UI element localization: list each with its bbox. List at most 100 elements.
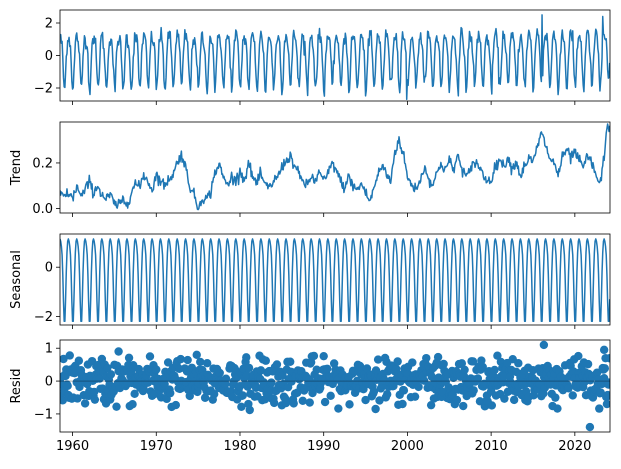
observed-y-tick-label: 0 xyxy=(45,49,53,64)
resid-frame xyxy=(59,339,611,433)
resid-point xyxy=(74,356,84,365)
resid-point xyxy=(95,374,104,383)
resid-point xyxy=(408,358,417,367)
resid-point xyxy=(433,352,443,362)
resid-point xyxy=(509,395,519,405)
resid-point xyxy=(574,351,583,361)
resid-point xyxy=(196,357,205,367)
trend-x-ticks xyxy=(72,213,576,217)
resid-point xyxy=(163,358,173,367)
resid-point xyxy=(382,390,392,399)
trend-y-tick-label: 0.0 xyxy=(32,202,53,217)
resid-point xyxy=(65,351,74,360)
resid-point xyxy=(145,352,155,361)
resid-point xyxy=(130,389,139,399)
resid-point xyxy=(203,358,212,368)
x-tick-label: 1990 xyxy=(307,439,340,454)
resid-point xyxy=(359,385,368,394)
seasonal-y-tick-label: 0 xyxy=(45,261,53,276)
observed-y-tick-label: −2 xyxy=(34,82,53,97)
resid-point xyxy=(460,365,469,375)
resid-point xyxy=(106,370,116,379)
x-tick-label: 1960 xyxy=(56,439,89,454)
resid-point xyxy=(176,354,185,364)
resid-point xyxy=(269,398,279,408)
resid-point xyxy=(493,351,502,360)
resid-point xyxy=(398,399,407,409)
resid-x-ticks: 1960 1970 1980 1990 2000 2010 2020 xyxy=(56,432,591,454)
resid-point xyxy=(322,364,332,373)
trend-y-ticks: 0.0 0.2 xyxy=(32,156,60,217)
resid-point xyxy=(603,390,610,400)
trend-y-tick-label: 0.2 xyxy=(32,156,53,171)
resid-point xyxy=(439,359,448,369)
resid-point xyxy=(361,395,370,405)
observed-x-ticks xyxy=(72,101,576,105)
resid-point xyxy=(487,401,497,410)
panel-trend: 0.0 0.2 Trend xyxy=(9,121,611,217)
resid-point xyxy=(414,382,423,392)
resid-point xyxy=(183,355,192,365)
seasonal-line xyxy=(60,238,610,323)
panel-observed: −2 0 2 xyxy=(34,9,611,105)
seasonal-x-ticks xyxy=(72,325,576,329)
resid-point xyxy=(171,400,180,410)
resid-point xyxy=(369,387,379,396)
resid-point xyxy=(272,360,282,369)
x-tick-label: 1980 xyxy=(223,439,256,454)
resid-point xyxy=(583,359,593,369)
resid-point xyxy=(90,395,100,404)
resid-point xyxy=(309,351,319,361)
x-tick-label: 2020 xyxy=(558,439,591,454)
resid-point xyxy=(375,396,384,405)
resid-point xyxy=(286,357,295,366)
observed-line xyxy=(60,14,610,101)
resid-point xyxy=(304,375,314,384)
resid-point xyxy=(200,393,210,402)
resid-point xyxy=(209,389,219,399)
resid-point xyxy=(600,364,610,373)
resid-point xyxy=(410,392,420,401)
resid-point xyxy=(152,365,161,374)
resid-point xyxy=(114,347,123,356)
trend-ylabel: Trend xyxy=(9,150,24,187)
resid-point xyxy=(596,388,605,397)
resid-point xyxy=(426,400,436,410)
x-tick-label: 1970 xyxy=(140,439,173,454)
resid-point xyxy=(500,394,509,403)
panel-seasonal: −2 0 Seasonal xyxy=(9,233,611,329)
resid-point xyxy=(393,357,402,366)
resid-point xyxy=(103,363,112,373)
resid-point xyxy=(334,404,343,413)
resid-point xyxy=(221,374,231,383)
resid-point xyxy=(128,400,137,409)
resid-point xyxy=(215,368,224,378)
resid-y-tick-label: −1 xyxy=(34,407,53,422)
resid-point xyxy=(457,359,467,368)
resid-point xyxy=(192,350,201,360)
resid-point xyxy=(599,345,609,355)
resid-y-tick-label: 0 xyxy=(45,375,53,390)
resid-plot-area xyxy=(60,340,610,432)
x-tick-label: 2010 xyxy=(475,439,508,454)
seasonal-ylabel: Seasonal xyxy=(9,250,24,309)
resid-point xyxy=(477,356,486,365)
resid-point xyxy=(468,357,478,366)
seasonal-plot-area xyxy=(60,238,610,323)
resid-point xyxy=(244,363,254,373)
resid-point xyxy=(553,404,562,413)
resid-y-ticks: −1 0 1 xyxy=(34,342,60,422)
resid-point xyxy=(80,399,90,408)
resid-point xyxy=(298,396,307,406)
resid-point xyxy=(514,359,523,368)
resid-point xyxy=(345,400,354,409)
resid-point xyxy=(592,368,602,377)
resid-point xyxy=(245,405,254,415)
resid-point xyxy=(305,398,314,407)
trend-plot-area xyxy=(60,123,610,211)
observed-y-ticks: −2 0 2 xyxy=(34,17,60,97)
resid-point xyxy=(261,356,270,365)
resid-point xyxy=(452,395,462,405)
resid-point xyxy=(166,388,175,398)
